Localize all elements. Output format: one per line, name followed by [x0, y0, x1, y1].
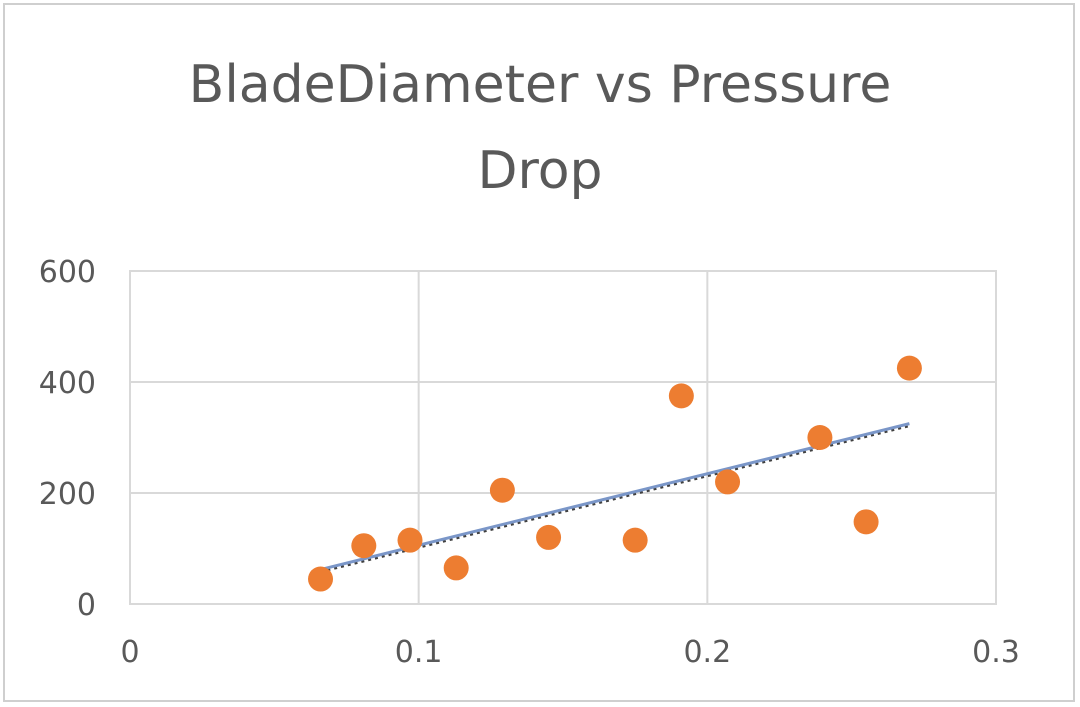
data-point: [715, 469, 741, 495]
data-point: [397, 527, 423, 553]
data-point: [536, 524, 562, 550]
y-tick-label: 200: [39, 477, 96, 512]
x-tick-label: 0: [120, 635, 139, 670]
x-tick-label: 0.2: [683, 635, 731, 670]
chart-title: BladeDiameter vs Pressure Drop: [0, 42, 1080, 214]
chart-frame: [3, 3, 1075, 702]
data-point: [489, 477, 515, 503]
data-point: [622, 527, 648, 553]
data-point: [308, 566, 334, 592]
y-tick-label: 0: [77, 588, 96, 623]
data-point: [853, 509, 879, 535]
data-point: [668, 383, 694, 409]
chart-title-line-1: BladeDiameter vs Pressure: [188, 55, 892, 115]
y-tick-label: 600: [39, 255, 96, 290]
x-tick-label: 0.1: [395, 635, 443, 670]
data-point: [443, 555, 469, 581]
data-point: [351, 533, 377, 559]
y-tick-label: 400: [39, 366, 96, 401]
chart-title-line-2: Drop: [477, 141, 603, 201]
x-tick-label: 0.3: [972, 635, 1020, 670]
dotted-trendline: [320, 424, 910, 574]
data-point: [896, 355, 922, 381]
data-point: [807, 425, 833, 450]
